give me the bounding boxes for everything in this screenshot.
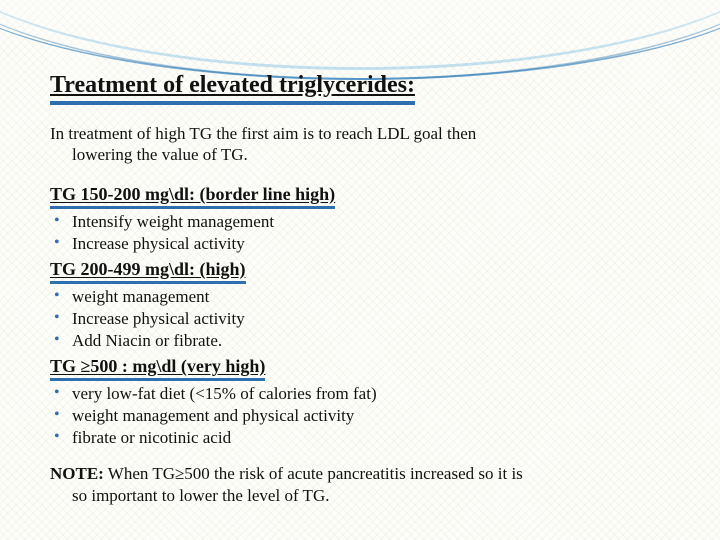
bullet-item: Increase physical activity [50, 308, 670, 330]
bullet-item: Increase physical activity [50, 233, 670, 255]
section: TG 200-499 mg\dl: (high) weight manageme… [50, 257, 670, 352]
bullet-item: Intensify weight management [50, 211, 670, 233]
intro-line: lowering the value of TG. [50, 144, 670, 165]
slide-title: Treatment of elevated triglycerides: [50, 72, 415, 105]
note-line: so important to lower the level of TG. [50, 485, 670, 506]
slide-content: Treatment of elevated triglycerides: In … [0, 0, 720, 506]
bullet-list: very low-fat diet (<15% of calories from… [50, 383, 670, 449]
section-heading: TG 200-499 mg\dl: (high) [50, 259, 246, 284]
section: TG 150-200 mg\dl: (border line high) Int… [50, 182, 670, 255]
bullet-item: weight management [50, 286, 670, 308]
bullet-item: fibrate or nicotinic acid [50, 427, 670, 449]
bullet-item: very low-fat diet (<15% of calories from… [50, 383, 670, 405]
section-heading: TG ≥500 : mg\dl (very high) [50, 356, 265, 381]
section-heading: TG 150-200 mg\dl: (border line high) [50, 184, 335, 209]
note-line: When TG≥500 the risk of acute pancreatit… [104, 464, 523, 483]
note-label: NOTE: [50, 464, 104, 483]
bullet-item: Add Niacin or fibrate. [50, 330, 670, 352]
bullet-list: Intensify weight management Increase phy… [50, 211, 670, 255]
intro-line: In treatment of high TG the first aim is… [50, 124, 476, 143]
bullet-item: weight management and physical activity [50, 405, 670, 427]
note-paragraph: NOTE: When TG≥500 the risk of acute panc… [50, 463, 670, 506]
section: TG ≥500 : mg\dl (very high) very low-fat… [50, 354, 670, 449]
bullet-list: weight management Increase physical acti… [50, 286, 670, 352]
intro-paragraph: In treatment of high TG the first aim is… [50, 123, 670, 166]
